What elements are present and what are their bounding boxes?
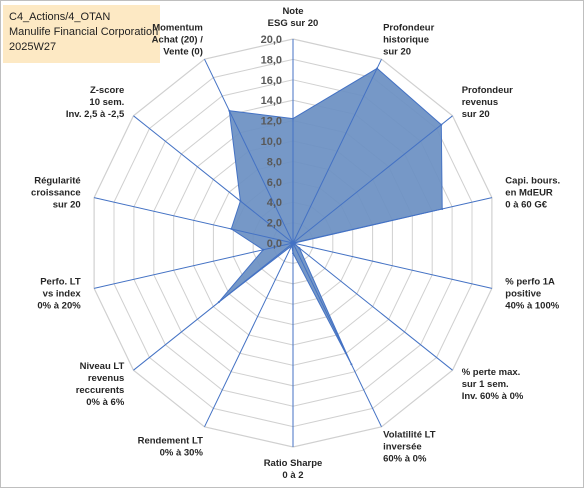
axis-label-line: Achat (20) / (152, 34, 204, 45)
axis-label-line: 0% à 30% (160, 448, 204, 459)
spoke-3 (292, 197, 493, 244)
axis-label-line: inversée (383, 442, 422, 453)
tick-label: 0,0 (267, 238, 282, 250)
spoke-1 (292, 58, 382, 244)
axis-label-line: croissance (31, 188, 81, 199)
axis-label-13: Momentum Achat (20) / Vente (0) (152, 22, 204, 57)
axis-label-line: % perfo 1A (505, 276, 555, 287)
spoke-6 (292, 242, 382, 428)
axis-label-line: Inv. 60% à 0% (462, 391, 524, 402)
axis-label-line: Momentum (152, 22, 203, 33)
tick-label: 10,0 (261, 136, 282, 148)
axis-label-line: Volatilité LT (383, 430, 436, 441)
axis-label-line: 60% à 0% (383, 454, 427, 465)
axis-label-0: Note ESG sur 20 (268, 6, 319, 29)
radar-spokes (93, 39, 493, 447)
axis-label-5: % perte max. sur 1 sem. Inv. 60% à 0% (462, 367, 524, 402)
axis-label-line: Capi. bours. (505, 176, 560, 187)
axis-label-line: ESG sur 20 (268, 18, 319, 29)
axis-label-line: 0 à 2 (282, 470, 303, 481)
spoke-10 (93, 242, 294, 289)
spoke-13 (204, 58, 294, 244)
spoke-12 (133, 115, 294, 244)
spoke-11 (93, 197, 294, 244)
header-line-2: Manulife Financial Corporation (9, 26, 159, 38)
axis-label-line: sur 20 (462, 109, 490, 120)
axis-label-line: % perte max. (462, 367, 521, 378)
spoke-2 (292, 115, 453, 244)
tick-label: 12,0 (261, 116, 282, 128)
axis-label-line: Ratio Sharpe (264, 458, 323, 469)
axis-label-10: Perfo. LT vs index 0% à 20% (37, 276, 81, 311)
axis-label-line: 0 à 60 G€ (505, 200, 547, 211)
axis-label-9: Niveau LT revenus reccurents 0% à 6% (76, 361, 125, 408)
axis-label-line: 0% à 6% (86, 397, 125, 408)
axis-label-line: vs index (43, 288, 82, 299)
axis-label-line: Régularité (34, 176, 80, 187)
header-line-3: 2025W27 (9, 41, 57, 53)
axis-label-6: Volatilité LT inversée 60% à 0% (383, 430, 436, 465)
spoke-8 (204, 242, 294, 428)
tick-label: 4,0 (267, 197, 282, 209)
tick-label: 8,0 (267, 156, 282, 168)
tick-label: 16,0 (261, 75, 282, 87)
axis-label-line: Profondeur (462, 85, 513, 96)
axis-label-7: Ratio Sharpe 0 à 2 (264, 458, 323, 481)
axis-label-12: Z-score 10 sem. Inv. 2,5 à -2,5 (66, 85, 125, 120)
tick-label: 20,0 (261, 34, 282, 46)
tick-label: 2,0 (267, 218, 282, 230)
axis-label-line: Perfo. LT (40, 276, 81, 287)
axis-label-4: % perfo 1A positive 40% à 100% (505, 276, 559, 311)
axis-label-line: 0% à 20% (37, 300, 81, 311)
header-line-1: C4_Actions/4_OTAN (9, 11, 111, 23)
axis-label-line: en MdEUR (505, 188, 553, 199)
tick-label: 6,0 (267, 177, 282, 189)
axis-label-line: Vente (0) (163, 46, 203, 57)
axis-label-line: sur 20 (53, 200, 81, 211)
axis-label-line: reccurents (76, 385, 125, 396)
axis-label-line: sur 1 sem. (462, 379, 509, 390)
axis-label-line: revenus (88, 373, 124, 384)
axis-label-line: positive (505, 288, 541, 299)
axis-label-line: Note (282, 6, 303, 17)
axis-label-1: Profondeur historique sur 20 (383, 22, 434, 57)
axis-label-line: revenus (462, 97, 498, 108)
spoke-9 (133, 242, 294, 371)
axis-label-line: Z-score (90, 85, 124, 96)
axis-label-line: sur 20 (383, 46, 411, 57)
axis-label-line: Profondeur (383, 22, 434, 33)
axis-label-line: Rendement LT (138, 436, 203, 447)
axis-label-11: Régularité croissance sur 20 (31, 176, 81, 211)
spoke-5 (292, 242, 453, 371)
radar-tick-labels: 0,0 2,0 4,0 6,0 8,0 10,0 12,0 14,0 16,0 18,0 20,0 (261, 34, 282, 250)
axis-label-line: Inv. 2,5 à -2,5 (66, 109, 125, 120)
spoke-4 (292, 242, 493, 289)
axis-label-line: 10 sem. (89, 97, 124, 108)
axis-label-3: Capi. bours. en MdEUR 0 à 60 G€ (505, 176, 560, 211)
chart-header-box: C4_Actions/4_OTAN Manulife Financial Cor… (3, 5, 160, 63)
radar-axis-labels: Note ESG sur 20 Profondeur historique sur 20… (31, 6, 560, 481)
tick-label: 18,0 (261, 54, 282, 66)
axis-label-8: Rendement LT 0% à 30% (138, 436, 204, 459)
axis-label-line: Niveau LT (80, 361, 125, 372)
axis-label-line: historique (383, 34, 429, 45)
axis-label-2: Profondeur revenus sur 20 (462, 85, 513, 120)
axis-label-line: 40% à 100% (505, 300, 559, 311)
tick-label: 14,0 (261, 95, 282, 107)
